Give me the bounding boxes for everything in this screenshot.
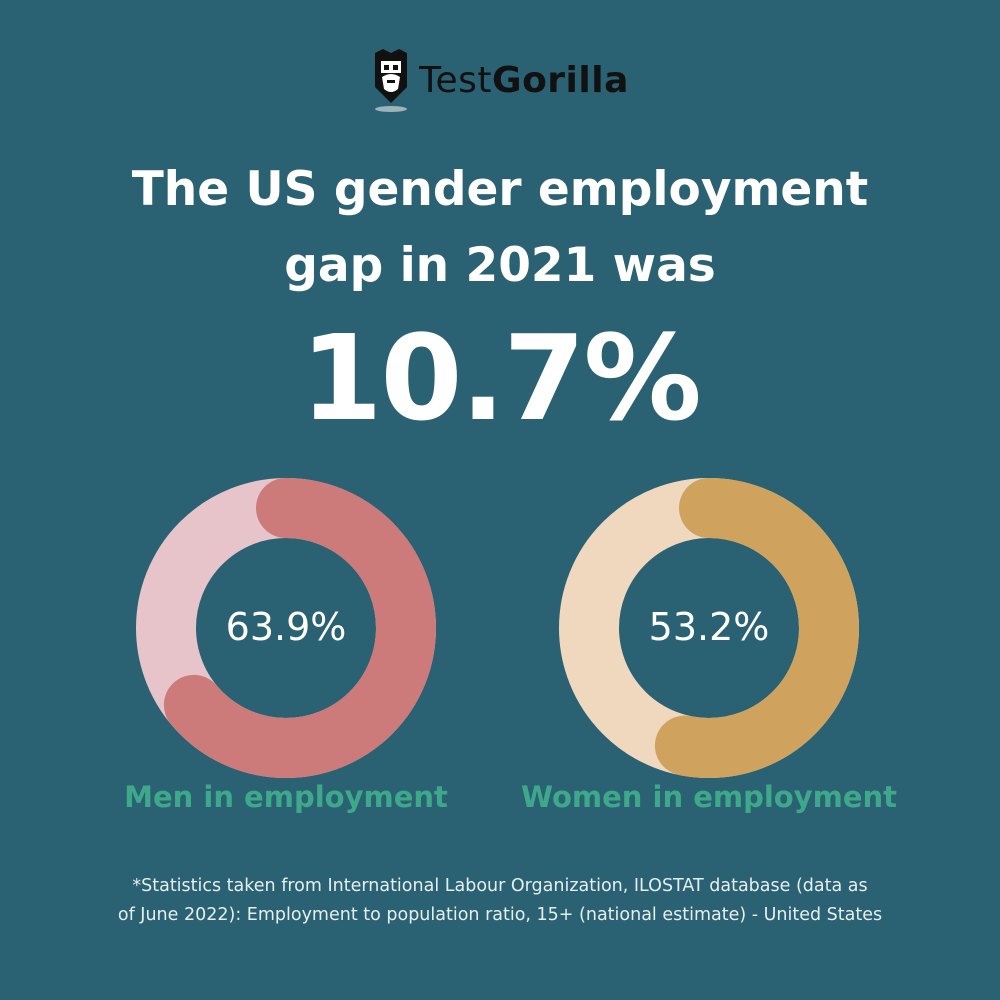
- brand-logo: TestGorilla: [0, 40, 1000, 120]
- gap-value: 10.7%: [300, 309, 701, 447]
- women-donut: [559, 478, 859, 778]
- men-label: Men in employment: [124, 780, 448, 814]
- brand-name-part2: Gorilla: [492, 59, 629, 101]
- headline-line-2: gap in 2021 was: [284, 238, 716, 293]
- headline: The US gender employment gap in 2021 was: [40, 152, 960, 304]
- headline-line-1: The US gender employment: [131, 162, 869, 217]
- men-donut-value-arc: [136, 478, 436, 778]
- men-percentage: 63.9%: [225, 605, 347, 649]
- women-donut-value-arc: [559, 478, 859, 778]
- footnote-line-2: of June 2022): Employment to population …: [117, 905, 883, 925]
- women-percentage: 53.2%: [648, 605, 770, 649]
- gorilla-icon: [375, 49, 408, 112]
- footnote: *Statistics taken from International Lab…: [60, 872, 940, 930]
- women-chart: 53.2% Women in employment: [489, 470, 929, 830]
- footnote-line-1: *Statistics taken from International Lab…: [132, 876, 868, 896]
- donut-charts: 63.9% Men in employment 53.2% Women in e…: [0, 470, 1000, 830]
- men-donut: [136, 478, 436, 778]
- brand-name: TestGorilla: [419, 60, 629, 101]
- men-chart: 63.9% Men in employment: [66, 470, 506, 830]
- brand-name-part1: Test: [419, 59, 493, 101]
- women-label: Women in employment: [521, 780, 897, 814]
